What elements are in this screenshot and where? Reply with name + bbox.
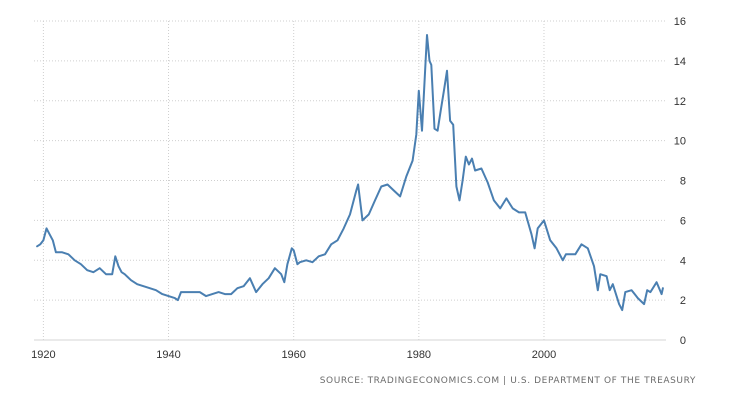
tick-labels: 0 2 4 6 8 10 12 14 16 1920 1940 1960 1980 2000 <box>31 16 686 361</box>
y-tick-label: 14 <box>674 56 686 68</box>
source-caption: SOURCE: TRADINGECONOMICS.COM | U.S. DEPA… <box>319 376 696 386</box>
grid-lines <box>34 20 666 341</box>
x-tick-label: 1960 <box>281 349 305 361</box>
y-tick-label: 0 <box>680 335 686 347</box>
x-tick-label: 1980 <box>407 349 431 361</box>
y-tick-label: 12 <box>674 96 686 108</box>
y-tick-label: 8 <box>680 176 686 188</box>
y-tick-label: 10 <box>674 136 686 148</box>
x-tick-label: 1920 <box>31 349 55 361</box>
x-tick-label: 1940 <box>156 349 180 361</box>
y-tick-label: 6 <box>680 215 686 227</box>
y-tick-label: 4 <box>680 255 686 267</box>
plot-area <box>36 34 664 312</box>
y-tick-label: 2 <box>680 295 686 307</box>
y-tick-label: 16 <box>674 16 686 28</box>
x-tick-label: 2000 <box>532 349 556 361</box>
series-line <box>36 34 664 312</box>
